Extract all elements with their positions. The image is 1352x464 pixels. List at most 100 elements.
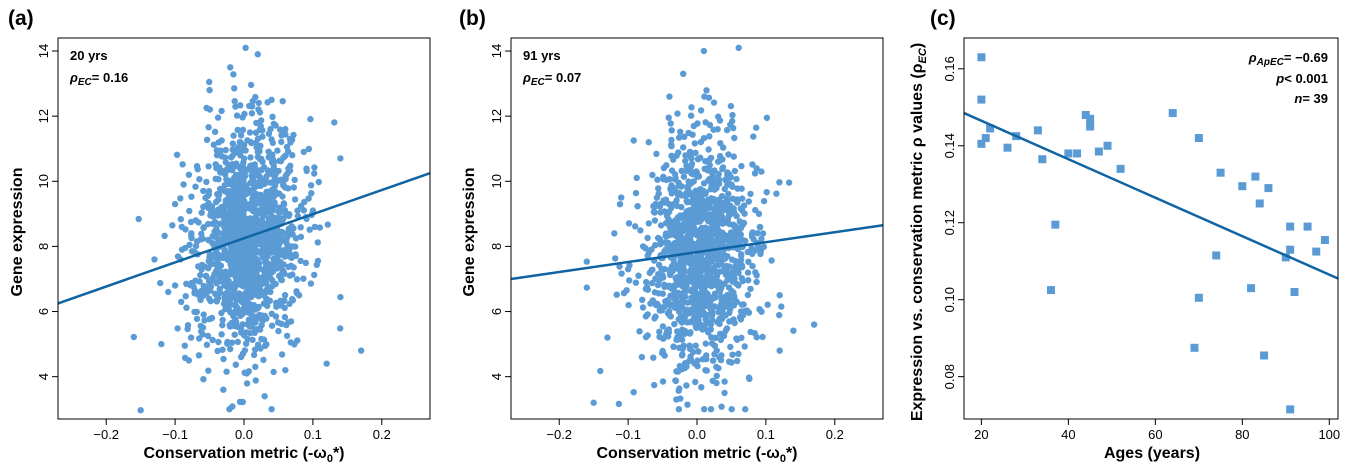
- data-point: [229, 403, 236, 410]
- data-point: [231, 331, 238, 338]
- data-point: [711, 290, 719, 297]
- data-point: [637, 227, 644, 234]
- data-point: [672, 377, 679, 384]
- data-point: [718, 296, 725, 304]
- data-point: [264, 302, 271, 309]
- data-point: [224, 340, 231, 347]
- data-point: [716, 153, 724, 160]
- data-point: [234, 338, 241, 346]
- data-point: [735, 282, 742, 289]
- data-point: [724, 172, 731, 179]
- panel-c: (c) Expression vs. conservation metric ρ…: [909, 7, 1340, 462]
- data-point: [638, 353, 646, 361]
- data-point: [259, 246, 266, 253]
- data-point: [719, 165, 726, 173]
- data-point: [740, 301, 747, 308]
- data-point: [678, 275, 685, 282]
- data-point: [182, 293, 189, 300]
- data-point: [1194, 134, 1203, 143]
- data-point: [692, 191, 699, 198]
- data-point: [654, 176, 661, 183]
- data-point: [238, 298, 245, 305]
- data-point: [194, 166, 201, 173]
- data-point: [281, 291, 289, 299]
- data-point: [729, 278, 736, 285]
- panel-a-fit-line: [57, 171, 431, 305]
- data-point: [158, 340, 165, 348]
- data-point: [733, 175, 740, 183]
- data-point: [697, 154, 704, 161]
- data-point: [727, 102, 735, 110]
- data-point: [683, 167, 690, 174]
- data-point: [207, 212, 214, 219]
- data-point: [652, 242, 659, 249]
- data-point: [237, 325, 245, 332]
- data-point: [721, 185, 728, 193]
- data-point: [759, 230, 767, 237]
- data-point: [1086, 122, 1095, 131]
- data-point: [652, 313, 659, 320]
- data-point: [729, 351, 736, 358]
- data-point: [206, 282, 213, 289]
- data-point: [255, 146, 263, 153]
- data-point: [721, 301, 728, 309]
- data-point: [741, 343, 748, 350]
- data-point: [233, 112, 241, 119]
- data-point: [258, 322, 265, 329]
- data-point: [232, 361, 239, 368]
- data-point: [183, 304, 190, 311]
- data-point: [311, 164, 318, 171]
- panel-c-xlabel: Ages (years): [1104, 445, 1200, 462]
- data-point: [214, 114, 222, 121]
- data-point: [652, 200, 659, 208]
- data-point: [219, 346, 226, 353]
- data-point: [694, 357, 701, 364]
- data-point: [716, 117, 724, 124]
- data-point: [245, 316, 253, 323]
- data-point: [688, 160, 696, 168]
- data-point: [682, 152, 689, 159]
- data-point: [698, 322, 706, 329]
- data-point: [705, 146, 712, 153]
- data-point: [229, 140, 236, 147]
- x-tick-label: −0.1: [615, 427, 641, 442]
- data-point: [723, 325, 731, 332]
- data-point: [698, 295, 705, 303]
- data-point: [226, 321, 233, 329]
- x-tick-label: 0.1: [757, 427, 775, 442]
- data-point: [287, 262, 295, 269]
- data-point: [242, 147, 249, 154]
- data-point: [243, 227, 251, 235]
- data-point: [237, 149, 244, 156]
- data-point: [663, 162, 670, 169]
- data-point: [201, 317, 208, 324]
- data-point: [671, 320, 678, 328]
- data-point: [247, 139, 255, 146]
- data-point: [218, 137, 225, 144]
- data-point: [193, 308, 200, 316]
- data-point: [179, 161, 186, 168]
- data-point: [239, 350, 247, 357]
- data-point: [657, 209, 664, 216]
- data-point: [278, 276, 285, 284]
- data-point: [1290, 288, 1299, 296]
- data-point: [237, 132, 245, 139]
- data-point: [254, 51, 261, 58]
- data-point: [706, 156, 713, 163]
- data-point: [730, 289, 737, 296]
- data-point: [151, 256, 158, 263]
- data-point: [272, 299, 280, 307]
- data-point: [234, 144, 242, 151]
- data-point: [728, 406, 735, 413]
- data-point: [282, 172, 289, 180]
- data-point: [1073, 149, 1082, 158]
- data-point: [653, 150, 660, 158]
- data-point: [749, 262, 756, 270]
- data-point: [682, 244, 689, 252]
- data-point: [706, 133, 713, 140]
- data-point: [272, 313, 280, 320]
- data-point: [731, 209, 738, 216]
- data-point: [727, 343, 734, 351]
- panel-a-letter: (a): [8, 7, 34, 30]
- data-point: [227, 64, 234, 71]
